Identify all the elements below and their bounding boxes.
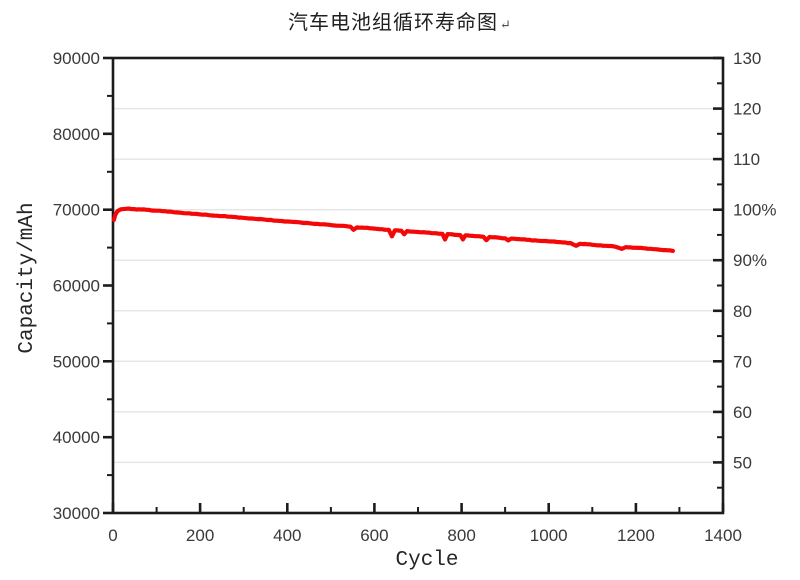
plot-border: [111, 56, 725, 515]
right-tick-label: 130: [733, 49, 761, 68]
x-axis-ticks: [111, 503, 725, 512]
left-tick-label: 70000: [53, 201, 100, 220]
right-axis-ticks: [713, 56, 722, 489]
paragraph-mark-icon: ↵: [500, 18, 512, 33]
left-tick-label: 60000: [53, 277, 100, 296]
right-tick-label: 120: [733, 100, 761, 119]
x-tick-label: 1200: [617, 526, 655, 545]
left-axis-tick-labels: 30000 40000 50000 60000 70000 80000 90000: [53, 49, 100, 523]
x-tick-label: 600: [360, 526, 388, 545]
gridlines: [114, 107, 722, 464]
left-tick-label: 30000: [53, 504, 100, 523]
left-tick-label: 50000: [53, 352, 100, 371]
left-tick-label: 80000: [53, 125, 100, 144]
chart-title-text: 汽车电池组循环寿命图: [288, 10, 499, 34]
x-tick-label: 800: [447, 526, 475, 545]
left-axis-ticks: [103, 56, 112, 515]
y-axis-label: Capacity/mAh: [16, 202, 39, 353]
x-tick-label: 200: [186, 526, 214, 545]
left-tick-label: 90000: [53, 49, 100, 68]
right-tick-label: 60: [733, 403, 752, 422]
x-axis-label: Cycle: [395, 549, 458, 572]
right-tick-label: 80: [733, 302, 752, 321]
chart-title: 汽车电池组循环寿命图 ↵: [0, 6, 800, 35]
x-axis-tick-labels: 0 200 400 600 800 1000 1200 1400: [108, 526, 742, 545]
capacity-line: [111, 206, 675, 253]
x-tick-label: 0: [108, 526, 117, 545]
right-tick-label: 70: [733, 352, 752, 371]
right-axis-tick-labels: 50 60 70 80 90% 100% 110 120 130: [733, 49, 776, 472]
right-tick-label: 110: [733, 150, 760, 169]
right-tick-label: 100%: [733, 201, 776, 220]
right-tick-label: 90%: [733, 251, 767, 270]
right-tick-label: 50: [733, 453, 752, 472]
left-tick-label: 40000: [53, 428, 100, 447]
x-tick-label: 1000: [530, 526, 568, 545]
x-tick-label: 1400: [704, 526, 742, 545]
x-tick-label: 400: [273, 526, 301, 545]
